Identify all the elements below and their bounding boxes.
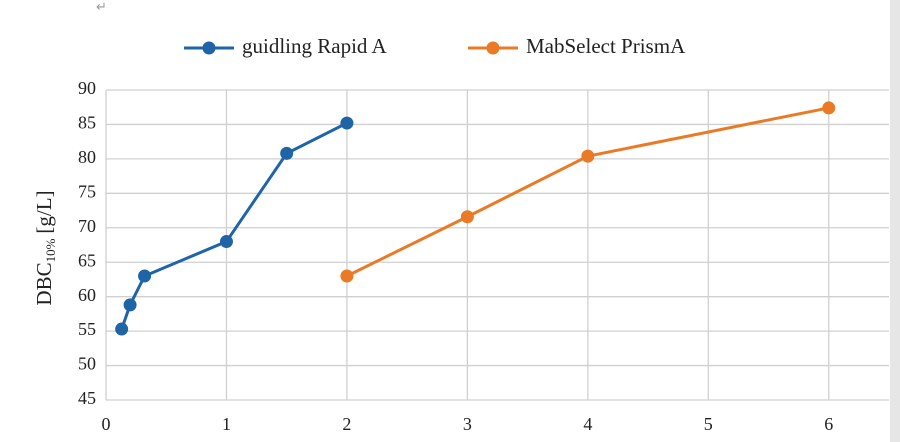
data-point	[340, 116, 354, 130]
x-tick-label: 2	[342, 414, 351, 434]
data-point	[581, 149, 595, 163]
x-tick-label: 3	[463, 414, 472, 434]
y-tick-label: 50	[78, 354, 96, 374]
legend-marker	[202, 41, 216, 55]
legend-label: guidling Rapid A	[242, 34, 388, 58]
x-tick-label: 5	[704, 414, 713, 434]
y-axis-label: DBC10% [g/L]	[32, 190, 58, 305]
y-tick-label: 55	[78, 319, 96, 339]
x-tick-label: 0	[102, 414, 111, 434]
x-tick-label: 6	[824, 414, 833, 434]
data-point	[340, 269, 354, 283]
y-tick-label: 60	[78, 285, 96, 305]
y-tick-label: 90	[78, 78, 96, 98]
y-tick-label: 70	[78, 216, 96, 236]
series-line	[346, 106, 830, 278]
y-tick-label: 75	[78, 181, 96, 201]
legend-label: MabSelect PrismA	[526, 34, 686, 58]
y-tick-label: 85	[78, 113, 96, 133]
x-tick-label: 1	[222, 414, 231, 434]
data-point	[280, 146, 294, 160]
y-tick-label: 65	[78, 250, 96, 270]
y-tick-label: 45	[78, 388, 96, 408]
y-label-sub: 10%	[43, 238, 58, 262]
data-point	[822, 101, 836, 115]
data-point	[219, 235, 233, 249]
data-point	[123, 298, 137, 312]
y-label-unit: [g/L]	[32, 190, 56, 233]
annotation: ↵	[96, 0, 107, 14]
x-tick-label: 4	[583, 414, 592, 434]
y-label-main: DBC	[32, 262, 56, 305]
data-point	[115, 322, 129, 336]
legend-marker	[486, 41, 500, 55]
y-tick-label: 80	[78, 147, 96, 167]
edge-strip	[890, 0, 900, 442]
data-point	[460, 210, 474, 224]
data-point	[138, 269, 152, 283]
